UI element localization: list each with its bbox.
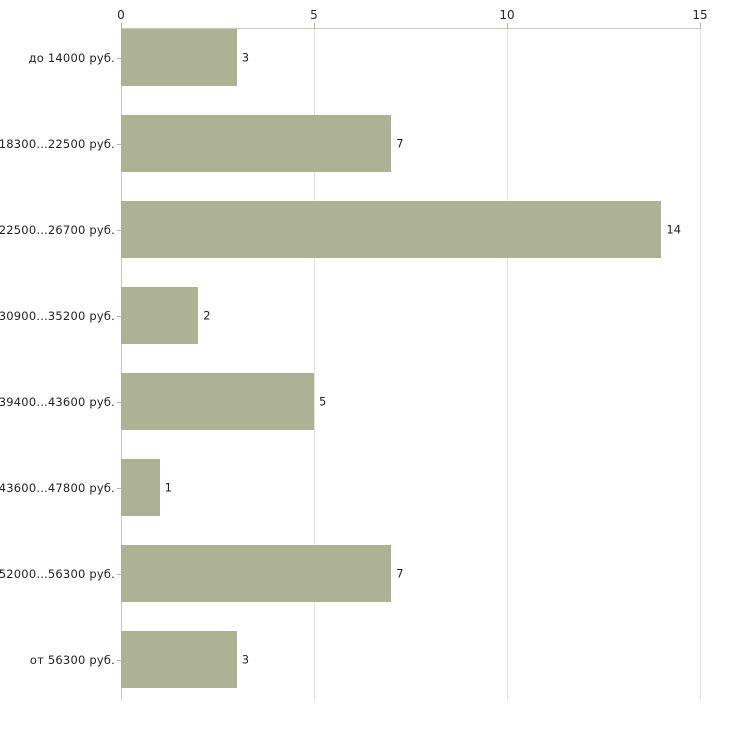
category-label: 52000...56300 руб.	[0, 566, 115, 581]
bar[interactable]	[121, 29, 237, 86]
bar[interactable]	[121, 287, 199, 344]
bar-value-label: 2	[203, 308, 211, 322]
category-label: 30900...35200 руб.	[0, 308, 115, 323]
category-label: от 56300 руб.	[29, 652, 115, 667]
category-label: 39400...43600 руб.	[0, 394, 115, 409]
bar[interactable]	[121, 631, 237, 688]
y-tick-mark	[117, 229, 122, 231]
bar-value-label: 7	[396, 136, 404, 150]
bar-value-label: 3	[241, 652, 250, 666]
bar-value-label: 14	[666, 222, 682, 236]
bar[interactable]	[121, 115, 392, 172]
x-tick-label: 0	[117, 8, 125, 22]
bar-value-label: 5	[319, 394, 327, 408]
bar[interactable]	[121, 459, 160, 516]
y-tick-mark	[117, 401, 122, 403]
y-tick-mark	[117, 315, 122, 317]
x-axis-line	[121, 28, 701, 29]
x-tick-mark	[700, 23, 701, 34]
y-tick-mark	[117, 57, 122, 59]
y-tick-mark	[117, 573, 122, 575]
x-tick-mark	[121, 23, 122, 34]
x-tick-label: 10	[499, 8, 515, 22]
gridline	[507, 29, 508, 700]
y-axis-line	[121, 29, 122, 700]
y-tick-mark	[117, 143, 122, 145]
category-label: 43600...47800 руб.	[0, 480, 115, 495]
x-tick-label: 5	[310, 8, 318, 22]
bar-value-label: 1	[164, 480, 172, 494]
x-tick-mark	[314, 23, 315, 34]
y-tick-mark	[117, 487, 122, 489]
category-label: 18300...22500 руб.	[0, 136, 115, 151]
category-label: 22500...26700 руб.	[0, 222, 115, 237]
gridline	[314, 29, 315, 700]
y-tick-mark	[117, 659, 122, 661]
bar[interactable]	[121, 201, 662, 258]
category-label: до 14000 руб.	[28, 50, 115, 65]
bar-value-label: 3	[241, 50, 250, 64]
x-tick-label: 15	[692, 8, 708, 22]
gridline	[700, 29, 701, 700]
bar-value-label: 7	[396, 566, 404, 580]
bar[interactable]	[121, 373, 314, 430]
bar[interactable]	[121, 545, 392, 602]
x-tick-mark	[507, 23, 508, 34]
